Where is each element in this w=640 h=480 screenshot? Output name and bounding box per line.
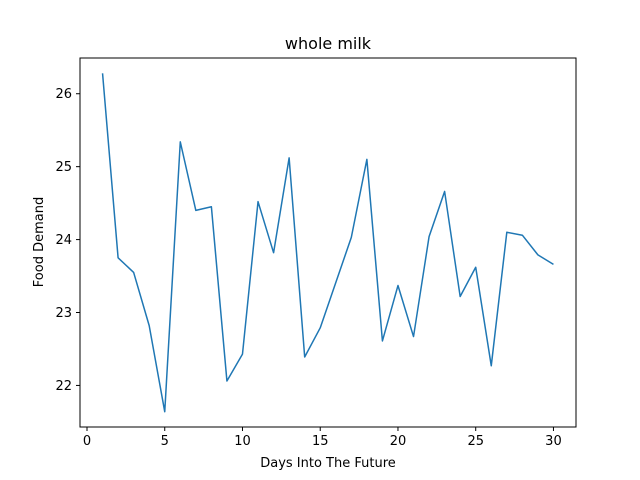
series-group <box>101 73 554 413</box>
y-tick-label: 26 <box>55 87 72 102</box>
y-axis-ticks: 22 23 24 25 26 <box>55 87 80 394</box>
chart-title: whole milk <box>285 34 372 53</box>
x-tick-label: 25 <box>467 434 484 449</box>
x-tick-label: 15 <box>312 434 329 449</box>
plot-area <box>80 58 576 427</box>
y-axis-label: Food Demand <box>32 197 47 287</box>
x-tick-label: 10 <box>234 434 251 449</box>
plot-frame <box>79 57 577 428</box>
x-tick-label: 5 <box>161 434 169 449</box>
series-line <box>101 73 554 413</box>
x-axis-label: Days Into The Future <box>260 456 396 471</box>
y-tick-label: 23 <box>55 306 72 321</box>
y-tick-label: 22 <box>55 379 72 394</box>
y-tick-label: 25 <box>55 160 72 175</box>
x-tick-label: 0 <box>83 434 91 449</box>
x-tick-label: 30 <box>545 434 562 449</box>
x-axis-ticks: 0 5 10 15 20 25 30 <box>83 427 562 449</box>
x-tick-label: 20 <box>390 434 407 449</box>
y-tick-label: 24 <box>55 233 72 248</box>
